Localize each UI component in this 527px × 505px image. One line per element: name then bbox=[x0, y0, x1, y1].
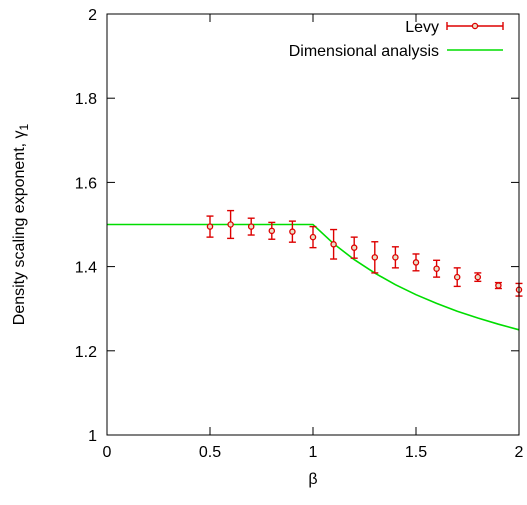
x-tick-label: 0 bbox=[103, 444, 112, 461]
data-point-levy bbox=[289, 228, 296, 235]
plot-marks bbox=[107, 209, 523, 331]
series-line-dimensional-analysis bbox=[107, 223, 520, 331]
data-point-levy bbox=[453, 273, 461, 281]
x-tick-label: 2 bbox=[515, 444, 524, 461]
data-point-levy bbox=[330, 241, 337, 248]
data-point-levy bbox=[495, 282, 502, 289]
data-point-levy bbox=[247, 223, 255, 230]
y-tick-label: 1 bbox=[88, 428, 97, 445]
legend: Levy Dimensional analysis bbox=[289, 19, 504, 60]
data-point-levy bbox=[309, 233, 317, 241]
legend-swatch-levy-point bbox=[471, 22, 479, 30]
x-axis-label: β bbox=[308, 471, 317, 488]
data-point-levy bbox=[392, 254, 399, 261]
data-point-levy bbox=[206, 223, 214, 230]
axis-ticks: 0 0.5 1 1.5 2 1 1.2 1.4 1.6 1.8 2 bbox=[75, 7, 524, 461]
x-tick-label: 1 bbox=[309, 444, 318, 461]
data-point-levy bbox=[268, 227, 276, 235]
y-tick-label: 1.8 bbox=[75, 91, 97, 108]
x-tick-label: 0.5 bbox=[199, 444, 221, 461]
legend-label-dimensional-analysis: Dimensional analysis bbox=[289, 43, 439, 60]
data-point-levy bbox=[433, 265, 440, 272]
y-axis-label: Density scaling exponent, γ1 bbox=[11, 123, 31, 325]
y-tick-label: 1.6 bbox=[75, 175, 97, 192]
y-tick-label: 1.2 bbox=[75, 344, 97, 361]
data-point-levy bbox=[350, 244, 358, 251]
data-point-levy bbox=[371, 254, 379, 261]
y-axis-label-subscript: 1 bbox=[17, 123, 31, 130]
data-point-levy bbox=[227, 221, 234, 228]
data-point-levy bbox=[412, 259, 420, 266]
legend-label-levy: Levy bbox=[405, 19, 439, 36]
y-tick-label: 2 bbox=[88, 7, 97, 24]
y-axis-label-main: Density scaling exponent, γ bbox=[11, 130, 28, 325]
data-point-levy bbox=[474, 273, 482, 281]
x-tick-label: 1.5 bbox=[405, 444, 427, 461]
y-tick-label: 1.4 bbox=[75, 260, 97, 277]
